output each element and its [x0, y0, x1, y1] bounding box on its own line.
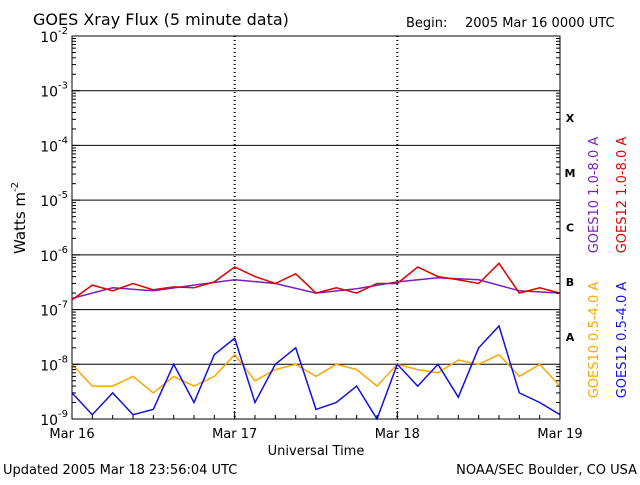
legend: GOES10 1.0-8.0 A GOES12 1.0-8.0 A GOES10 0…	[587, 137, 630, 399]
plot-frame	[71, 35, 561, 420]
x-tick-label: Mar 16	[49, 427, 94, 442]
y-axis: 10-2 10-3 10-4 10-5 10-6 10-7 10-8 10-9	[40, 26, 560, 429]
flare-class-c: C	[566, 222, 574, 235]
x-tick-label: Mar 18	[375, 427, 420, 442]
x-tick-label: Mar 17	[212, 427, 257, 442]
y-tick-label: 10-3	[40, 81, 68, 101]
updated-timestamp: Updated 2005 Mar 18 23:56:04 UTC	[3, 463, 237, 478]
y-tick-label: 10-6	[40, 245, 68, 265]
y-tick-label: 10-7	[40, 300, 68, 320]
legend-entry-2: GOES10 0.5-4.0 A	[587, 282, 602, 399]
source-credit: NOAA/SEC Boulder, CO USA	[456, 463, 637, 478]
x-axis-label: Universal Time	[268, 444, 365, 459]
x-axis: Mar 16 Mar 17 Mar 18 Mar 19	[49, 411, 583, 442]
flare-class-a: A	[566, 331, 575, 344]
series-line-3	[71, 324, 561, 421]
y-tick-label: 10-5	[40, 190, 68, 210]
series-line-0	[71, 277, 561, 300]
flare-class-b: B	[566, 276, 574, 289]
y-tick-label: 10-4	[40, 135, 68, 155]
flare-class-x: X	[566, 112, 575, 125]
y-tick-label: 10-8	[40, 354, 68, 374]
legend-entry-1: GOES12 1.0-8.0 A	[615, 137, 630, 254]
y-axis-label: Watts m-2	[10, 182, 29, 254]
series-layer	[71, 262, 561, 421]
legend-entry-3: GOES12 0.5-4.0 A	[615, 282, 630, 399]
y-tick-label: 10-2	[40, 26, 68, 46]
begin-label: Begin:	[406, 16, 447, 31]
y-tick-label: 10-9	[40, 409, 68, 429]
plot-area	[71, 35, 561, 420]
chart-title: GOES Xray Flux (5 minute data)	[33, 10, 289, 29]
x-tick-label: Mar 19	[537, 427, 582, 442]
begin-value: 2005 Mar 16 0000 UTC	[465, 16, 615, 31]
legend-entry-0: GOES10 1.0-8.0 A	[587, 137, 602, 254]
flare-class-labels: X M C B A	[565, 112, 576, 344]
series-line-2	[71, 353, 561, 394]
flare-class-m: M	[565, 167, 576, 180]
series-line-1	[71, 262, 561, 301]
